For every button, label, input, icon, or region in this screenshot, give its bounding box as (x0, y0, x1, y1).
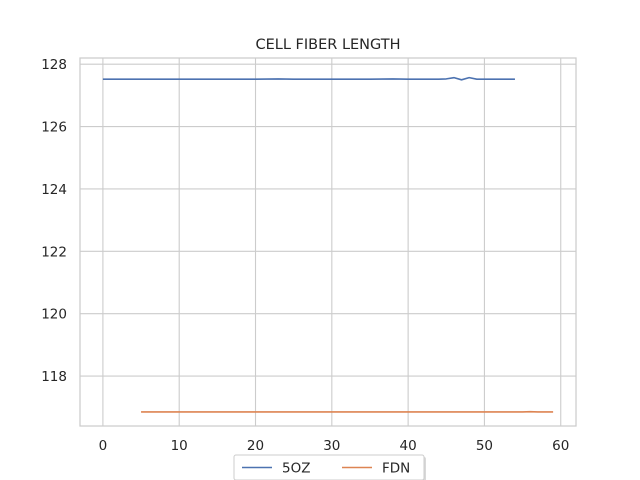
x-tick-label: 10 (171, 438, 188, 454)
series-line-5oz (102, 76, 515, 81)
plot-frame (79, 57, 577, 427)
legend-label-fdn: FDN (382, 461, 410, 477)
legend-box (233, 454, 425, 480)
x-tick-label: 40 (400, 438, 417, 454)
x-tick-label: 0 (99, 438, 108, 454)
y-tick-label: 122 (41, 244, 67, 260)
x-tick-label: 60 (552, 438, 569, 454)
x-tick-label: 20 (247, 438, 264, 454)
series-lines (102, 76, 554, 413)
chart-title: CELL FIBER LENGTH (255, 37, 400, 53)
y-tick-label: 126 (41, 120, 67, 136)
y-tick-label: 124 (41, 182, 67, 198)
x-tick-label: 50 (476, 438, 493, 454)
x-tick-label: 30 (323, 438, 340, 454)
y-tick-label: 128 (41, 57, 67, 73)
y-tick-label: 120 (41, 307, 67, 323)
axis-tick-labels: 0 10 20 30 40 50 60 118 120 122 124 126 128 (41, 57, 569, 454)
legend-label-5oz: 5OZ (282, 461, 310, 477)
legend[interactable]: 5OZ FDN (233, 454, 426, 480)
y-tick-label: 118 (41, 369, 67, 385)
grid-lines (80, 58, 576, 426)
